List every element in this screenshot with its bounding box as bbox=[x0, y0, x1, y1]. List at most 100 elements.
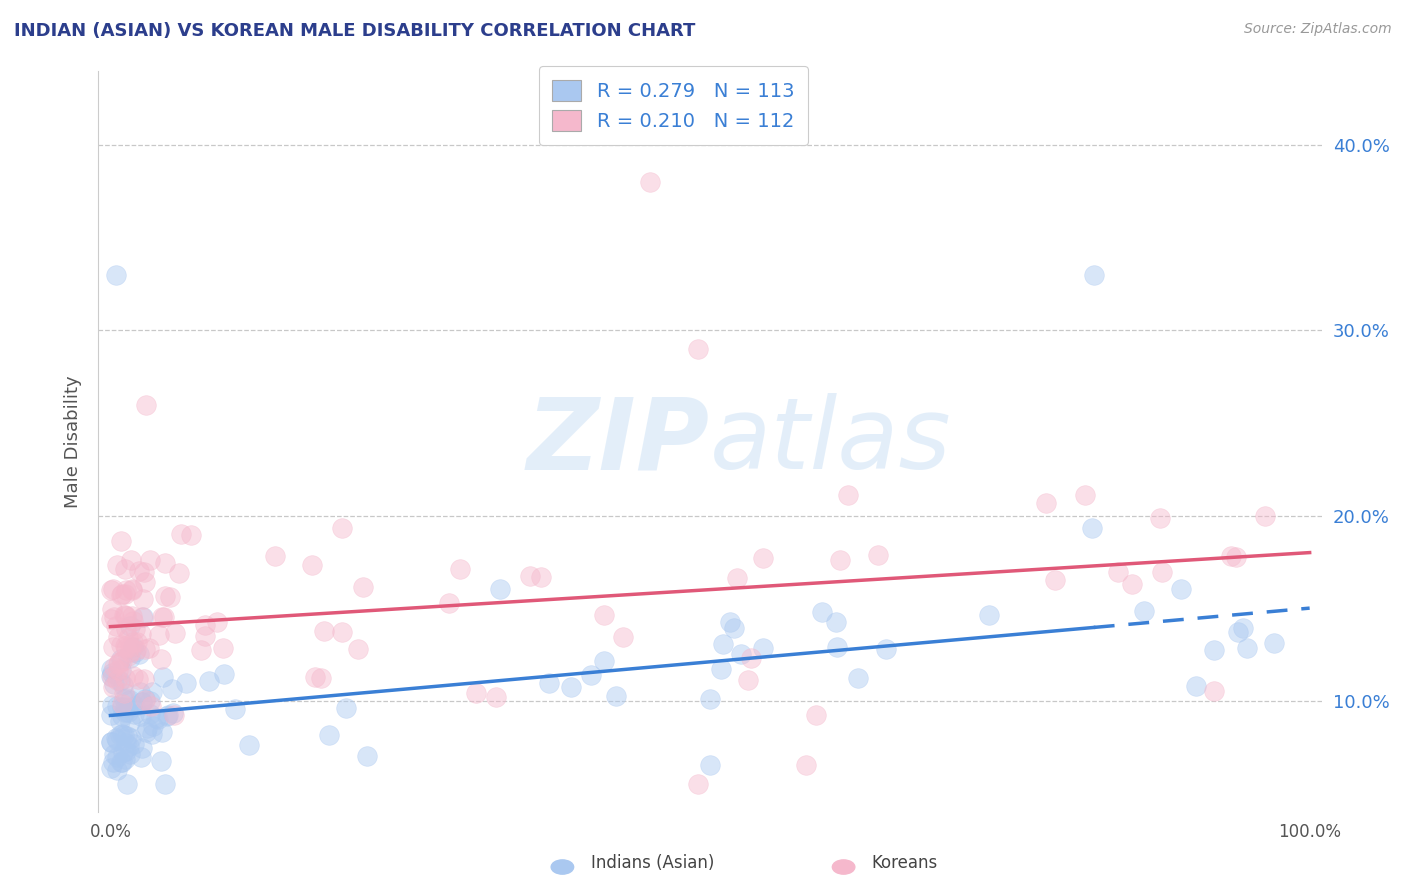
Point bbox=[100, 583, 122, 598]
Text: Koreans: Koreans bbox=[872, 855, 938, 872]
Point bbox=[120, 651, 142, 665]
Point bbox=[304, 670, 326, 684]
Point bbox=[1170, 582, 1192, 596]
Point bbox=[593, 654, 616, 668]
Text: Indians (Asian): Indians (Asian) bbox=[591, 855, 714, 872]
Point bbox=[117, 777, 139, 791]
Point bbox=[124, 645, 146, 659]
Legend: R = 0.279   N = 113, R = 0.210   N = 112: R = 0.279 N = 113, R = 0.210 N = 112 bbox=[538, 66, 808, 145]
Point bbox=[167, 566, 190, 580]
Point bbox=[725, 571, 748, 585]
Point bbox=[153, 556, 176, 570]
Point bbox=[238, 738, 260, 752]
Point bbox=[121, 608, 143, 623]
Point bbox=[180, 528, 202, 542]
Point bbox=[122, 707, 145, 722]
Point bbox=[155, 777, 177, 791]
Point bbox=[1074, 488, 1097, 502]
Point bbox=[134, 574, 156, 589]
Point bbox=[117, 729, 139, 743]
Point bbox=[710, 662, 733, 676]
Point bbox=[1035, 496, 1057, 510]
Point bbox=[163, 708, 186, 723]
Point bbox=[560, 680, 582, 694]
Point bbox=[810, 605, 832, 619]
Point bbox=[115, 690, 138, 705]
Point bbox=[868, 549, 890, 563]
Point bbox=[141, 685, 163, 699]
Point bbox=[1254, 509, 1277, 524]
Point bbox=[437, 596, 460, 610]
Point bbox=[129, 709, 152, 723]
Point bbox=[121, 582, 143, 597]
Point bbox=[699, 758, 721, 772]
Point bbox=[150, 610, 173, 624]
Point bbox=[197, 673, 219, 688]
Point bbox=[638, 175, 661, 190]
Point bbox=[152, 669, 174, 683]
Point bbox=[120, 747, 142, 761]
Point bbox=[751, 641, 773, 656]
Point bbox=[699, 692, 721, 706]
Point bbox=[309, 671, 332, 685]
Point bbox=[103, 677, 125, 691]
Point bbox=[145, 711, 167, 725]
Point bbox=[730, 647, 752, 661]
Point bbox=[794, 758, 817, 772]
Point bbox=[120, 731, 142, 746]
Point bbox=[752, 550, 775, 565]
Point bbox=[163, 626, 186, 640]
Point bbox=[101, 756, 124, 770]
Point bbox=[114, 607, 136, 622]
Point bbox=[135, 398, 157, 412]
Point bbox=[105, 268, 128, 282]
Point bbox=[153, 609, 176, 624]
Point bbox=[1083, 268, 1105, 282]
Point bbox=[1185, 679, 1208, 693]
Point bbox=[846, 672, 869, 686]
Point bbox=[263, 549, 285, 563]
Text: Source: ZipAtlas.com: Source: ZipAtlas.com bbox=[1244, 22, 1392, 37]
Point bbox=[529, 570, 551, 584]
Point bbox=[150, 725, 173, 739]
Point bbox=[120, 553, 142, 567]
Point bbox=[103, 660, 125, 674]
Point bbox=[105, 558, 128, 573]
Point bbox=[117, 648, 139, 663]
Point bbox=[111, 697, 134, 711]
Point bbox=[100, 734, 122, 748]
Point bbox=[105, 699, 128, 714]
Point bbox=[127, 672, 149, 686]
Point bbox=[131, 741, 153, 756]
Point bbox=[1202, 643, 1225, 657]
Point bbox=[118, 645, 141, 659]
Point bbox=[114, 639, 136, 653]
Point bbox=[107, 630, 129, 644]
Point bbox=[117, 705, 139, 719]
Point bbox=[114, 699, 136, 714]
Point bbox=[100, 708, 122, 723]
Point bbox=[170, 527, 193, 541]
Point bbox=[108, 655, 131, 669]
Point bbox=[156, 708, 179, 723]
Point bbox=[224, 702, 246, 716]
Point bbox=[115, 744, 138, 758]
Point bbox=[1150, 565, 1173, 579]
Point bbox=[107, 657, 129, 671]
Point bbox=[519, 569, 541, 583]
Point bbox=[112, 728, 135, 742]
Point bbox=[825, 640, 848, 654]
Point bbox=[1202, 684, 1225, 698]
Point bbox=[139, 694, 162, 708]
Point bbox=[121, 640, 143, 655]
Point bbox=[356, 748, 378, 763]
Point bbox=[205, 615, 228, 630]
Point bbox=[134, 565, 156, 579]
Point bbox=[592, 607, 614, 622]
Point bbox=[134, 641, 156, 656]
Point bbox=[332, 625, 354, 640]
Point bbox=[111, 756, 134, 770]
Point bbox=[100, 662, 122, 676]
Point bbox=[134, 692, 156, 706]
Y-axis label: Male Disability: Male Disability bbox=[63, 376, 82, 508]
